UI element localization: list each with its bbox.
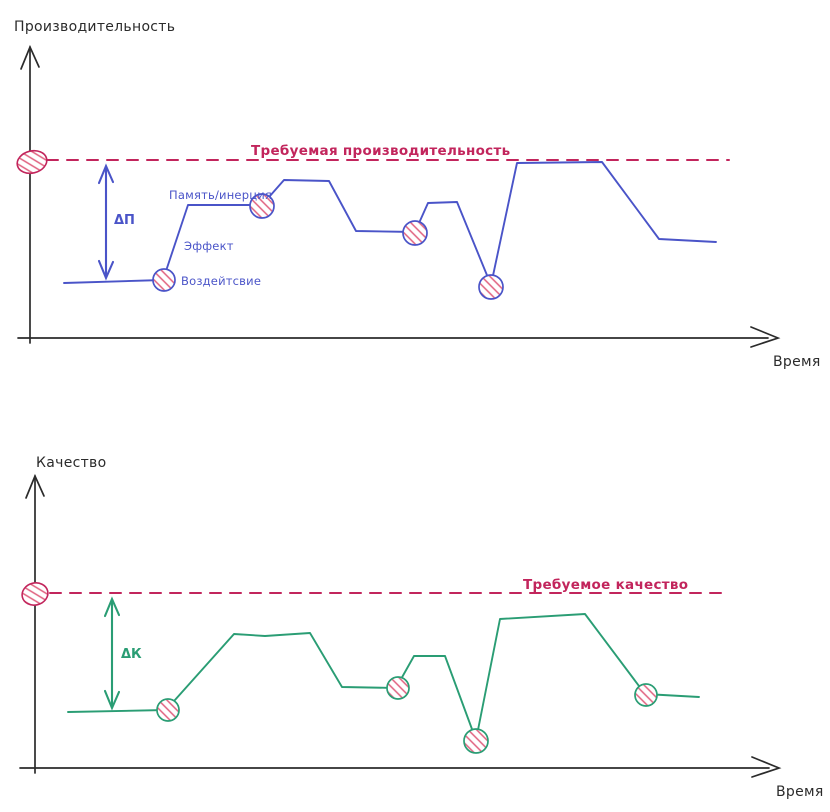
- performance-target-level-ellipse: [16, 149, 48, 175]
- quality-event-marker-2: [386, 676, 410, 700]
- annotation-effect: Эффект: [184, 239, 234, 253]
- performance-y-axis-title: Производительность: [14, 19, 175, 35]
- quality-x-axis-title: Время: [776, 784, 824, 800]
- performance-x-axis-title: Время: [773, 354, 821, 370]
- performance-event-marker-2: [249, 193, 275, 219]
- annotation-memory-inertia: Память/инерция: [169, 188, 272, 202]
- performance-curve: [63, 161, 717, 286]
- quality-curve: [67, 613, 700, 741]
- quality-target-level-ellipse: [21, 582, 49, 606]
- quality-y-axis-arrow-icon: [25, 473, 45, 499]
- quality-y-axis-title: Качество: [36, 455, 106, 471]
- performance-delta-arrow-down-icon: [97, 259, 115, 281]
- quality-x-axis-arrow-icon: [751, 756, 782, 778]
- performance-delta-label: ΔП: [114, 213, 135, 228]
- quality-delta-arrow-down-icon: [103, 689, 121, 711]
- quality-event-marker-1: [156, 698, 180, 722]
- performance-event-marker-1: [152, 268, 176, 292]
- performance-y-axis-arrow-icon: [20, 44, 40, 70]
- quality-chart-group: [19, 473, 782, 778]
- performance-event-marker-4: [478, 274, 504, 300]
- quality-event-marker-3: [463, 728, 489, 754]
- performance-chart-group: [16, 44, 781, 348]
- quality-delta-arrow-up-icon: [103, 596, 121, 618]
- performance-required-label: Требуемая производительность: [251, 143, 510, 159]
- performance-delta-arrow-up-icon: [97, 163, 115, 185]
- quality-delta-label: ΔК: [121, 647, 142, 662]
- performance-x-axis-arrow-icon: [750, 326, 781, 348]
- quality-event-marker-4: [634, 683, 658, 707]
- quality-required-label: Требуемое качество: [523, 577, 688, 593]
- performance-event-marker-3: [402, 220, 428, 246]
- annotation-impact: Воздейтсвие: [181, 274, 261, 288]
